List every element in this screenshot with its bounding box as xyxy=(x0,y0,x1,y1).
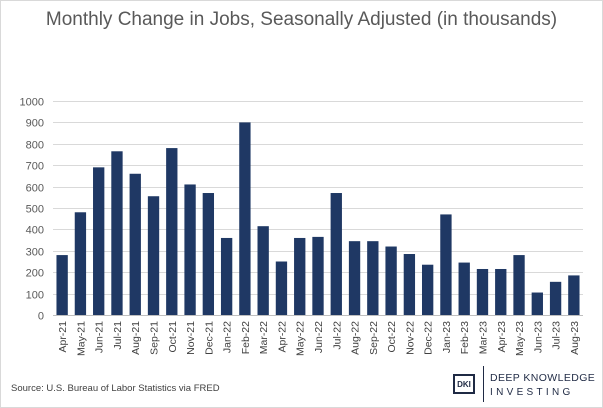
x-tick-label: Apr-22 xyxy=(276,321,288,353)
y-tick-label: 800 xyxy=(26,140,44,152)
x-tick-label: Jun-22 xyxy=(313,321,325,353)
y-tick-label: 100 xyxy=(26,290,44,302)
dki-logo: DKI DEEP KNOWLEDGE INVESTING xyxy=(453,366,599,404)
y-tick-label: 600 xyxy=(26,183,44,195)
bar xyxy=(403,254,416,315)
bar xyxy=(330,193,342,315)
y-tick-label: 700 xyxy=(26,161,44,173)
y-tick-label: 300 xyxy=(26,247,44,259)
x-tick-label: Dec-21 xyxy=(203,321,215,355)
bar xyxy=(239,122,251,316)
bar xyxy=(56,255,68,315)
x-tick-label: Aug-21 xyxy=(130,321,142,355)
logo-line-2: INVESTING xyxy=(490,387,574,398)
bar xyxy=(312,236,324,315)
bar xyxy=(147,196,160,315)
bar xyxy=(348,241,361,315)
x-tick-label: Jul-23 xyxy=(551,321,563,350)
bar xyxy=(74,212,87,315)
bar xyxy=(421,264,434,315)
logo-line-1: DEEP KNOWLEDGE xyxy=(490,372,596,384)
x-tick-label: May-23 xyxy=(514,321,526,356)
x-tick-label: Sep-22 xyxy=(368,321,380,355)
bar xyxy=(257,226,269,315)
bar xyxy=(184,184,196,315)
y-tick-label: 900 xyxy=(26,118,44,130)
x-tick-label: Apr-23 xyxy=(496,321,508,353)
bar xyxy=(166,148,178,315)
bar xyxy=(531,292,543,315)
bar xyxy=(220,237,233,315)
x-tick-label: May-22 xyxy=(295,321,307,356)
bar xyxy=(367,241,379,315)
x-tick-label: Dec-22 xyxy=(423,321,435,355)
x-tick-label: Sep-21 xyxy=(149,321,161,355)
y-tick-label: 500 xyxy=(26,204,44,216)
x-tick-label: Feb-22 xyxy=(240,321,252,354)
chart-title: Monthly Change in Jobs, Seasonally Adjus… xyxy=(45,9,558,30)
x-tick-label: Jul-21 xyxy=(112,321,124,350)
y-tick-label: 1000 xyxy=(20,97,44,109)
x-tick-label: Apr-21 xyxy=(57,321,69,353)
bar xyxy=(476,268,489,315)
x-tick-label: Mar-23 xyxy=(477,321,489,354)
source-note: Source: U.S. Bureau of Labor Statistics … xyxy=(11,383,220,394)
x-tick-label: Feb-23 xyxy=(459,321,471,354)
logo-divider xyxy=(483,366,484,402)
x-tick-label: Jan-23 xyxy=(441,321,453,353)
x-tick-label: Jun-23 xyxy=(532,321,544,353)
bar xyxy=(513,255,525,315)
bar xyxy=(458,262,470,315)
x-tick-label: Mar-22 xyxy=(258,321,270,354)
bar xyxy=(440,214,452,315)
bar xyxy=(202,193,215,315)
bar xyxy=(111,151,123,315)
bar xyxy=(294,237,306,315)
x-tick-label: Jun-21 xyxy=(94,321,106,353)
x-tick-label: Nov-21 xyxy=(185,321,197,355)
bar xyxy=(495,268,507,315)
bar xyxy=(275,261,288,315)
y-tick-label: 0 xyxy=(38,311,44,323)
bar xyxy=(129,173,141,315)
y-tick-label: 400 xyxy=(26,225,44,237)
x-tick-label: Jul-22 xyxy=(331,321,343,350)
x-tick-label: Aug-23 xyxy=(569,321,581,355)
bar xyxy=(385,246,397,315)
bar xyxy=(568,275,580,315)
bar xyxy=(549,281,562,315)
x-tick-label: Jan-22 xyxy=(222,321,234,353)
bar xyxy=(93,167,105,315)
x-tick-label: Nov-22 xyxy=(404,321,416,355)
x-tick-label: May-21 xyxy=(75,321,87,356)
x-tick-label: Oct-21 xyxy=(167,321,179,353)
logo-mark: DKI xyxy=(453,374,475,394)
x-tick-label: Aug-22 xyxy=(350,321,362,355)
y-tick-label: 200 xyxy=(26,268,44,280)
x-tick-label: Oct-22 xyxy=(386,321,398,353)
